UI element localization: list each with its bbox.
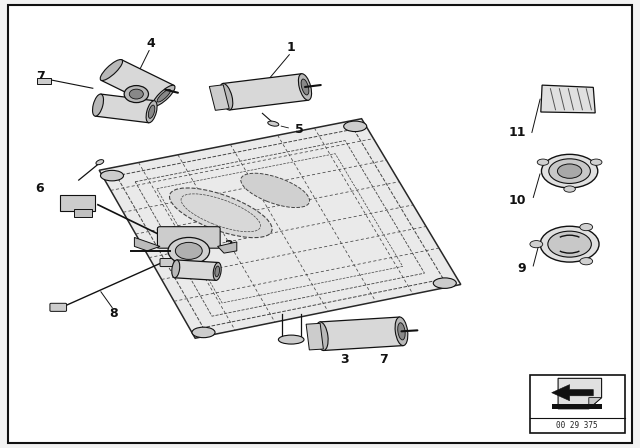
Ellipse shape <box>537 159 548 165</box>
Ellipse shape <box>344 121 367 132</box>
Ellipse shape <box>241 173 310 207</box>
Text: 00 29 375: 00 29 375 <box>556 421 598 430</box>
Ellipse shape <box>580 224 593 231</box>
Ellipse shape <box>93 94 104 116</box>
Ellipse shape <box>172 260 180 278</box>
Ellipse shape <box>395 317 408 345</box>
Ellipse shape <box>548 231 591 257</box>
Bar <box>530 375 625 433</box>
Text: 10: 10 <box>509 194 526 207</box>
Ellipse shape <box>175 242 202 259</box>
Text: 11: 11 <box>509 126 526 139</box>
Ellipse shape <box>298 74 312 100</box>
Polygon shape <box>99 119 461 338</box>
Ellipse shape <box>580 258 593 265</box>
Ellipse shape <box>96 159 104 165</box>
Bar <box>60 195 95 211</box>
Polygon shape <box>306 323 323 350</box>
Polygon shape <box>209 85 229 110</box>
Ellipse shape <box>100 170 124 181</box>
Bar <box>37 78 51 84</box>
Text: 6: 6 <box>35 181 44 195</box>
Polygon shape <box>589 398 602 409</box>
Text: 7: 7 <box>36 69 45 83</box>
FancyBboxPatch shape <box>50 303 67 311</box>
Ellipse shape <box>146 101 157 123</box>
Ellipse shape <box>557 164 582 178</box>
Ellipse shape <box>157 90 170 102</box>
Text: 8: 8 <box>109 307 118 320</box>
Ellipse shape <box>213 263 221 280</box>
Ellipse shape <box>541 154 598 188</box>
Polygon shape <box>218 242 237 253</box>
Ellipse shape <box>152 85 175 106</box>
Text: 1: 1 <box>287 41 296 55</box>
Polygon shape <box>558 378 602 409</box>
Bar <box>74 209 92 217</box>
Ellipse shape <box>591 159 602 165</box>
Polygon shape <box>134 237 160 251</box>
Text: 3: 3 <box>340 353 349 366</box>
Polygon shape <box>175 260 218 280</box>
Ellipse shape <box>530 241 543 248</box>
Ellipse shape <box>100 60 123 81</box>
Ellipse shape <box>129 89 143 99</box>
Polygon shape <box>223 74 308 110</box>
Ellipse shape <box>124 86 148 103</box>
Text: 5: 5 <box>294 123 303 137</box>
Polygon shape <box>552 384 593 401</box>
Ellipse shape <box>549 159 590 184</box>
Ellipse shape <box>278 335 304 344</box>
Ellipse shape <box>220 83 233 110</box>
Polygon shape <box>320 317 403 350</box>
FancyBboxPatch shape <box>157 227 220 248</box>
Ellipse shape <box>170 188 272 237</box>
Polygon shape <box>95 94 154 123</box>
Ellipse shape <box>168 237 210 264</box>
Bar <box>552 404 602 409</box>
Ellipse shape <box>215 266 220 277</box>
Ellipse shape <box>540 226 599 262</box>
Text: 9: 9 <box>518 262 526 276</box>
Ellipse shape <box>192 327 215 338</box>
Polygon shape <box>101 60 174 106</box>
FancyBboxPatch shape <box>160 258 174 267</box>
Text: 7: 7 <box>380 353 388 366</box>
Polygon shape <box>541 85 595 113</box>
Ellipse shape <box>301 79 309 95</box>
Ellipse shape <box>433 278 456 289</box>
Ellipse shape <box>316 322 328 350</box>
Text: 2: 2 <box>225 239 234 252</box>
Ellipse shape <box>268 121 279 126</box>
Ellipse shape <box>564 186 575 192</box>
Ellipse shape <box>397 323 405 340</box>
Ellipse shape <box>148 105 155 118</box>
Text: 4: 4 <box>146 37 155 50</box>
